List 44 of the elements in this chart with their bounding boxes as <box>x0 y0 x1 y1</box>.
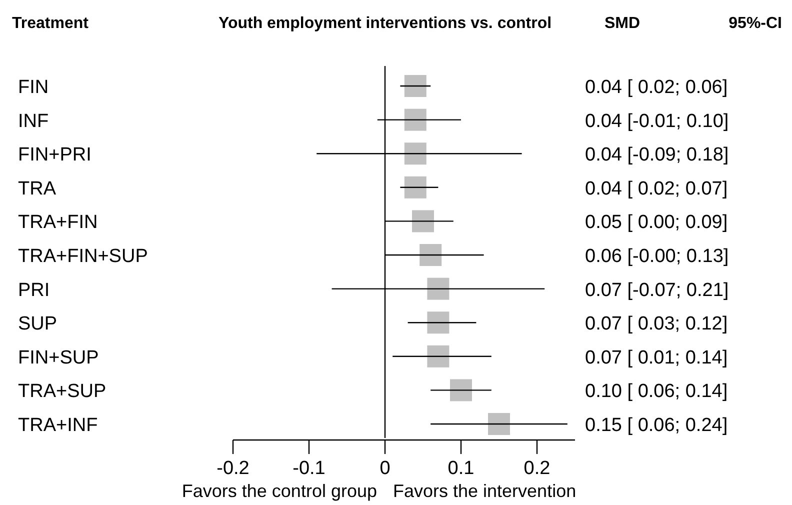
y-tick-label: TRA+FIN <box>18 212 98 234</box>
x-tick-label: 0.2 <box>524 458 550 479</box>
chart-title: Youth employment interventions vs. control <box>218 15 552 32</box>
x-tick-label: -0.2 <box>216 458 250 479</box>
point <box>404 108 426 131</box>
y-tick-label: TRA+FIN+SUP <box>18 246 148 267</box>
x-tick-label: -0.1 <box>292 458 326 479</box>
y-tick-label: FIN+SUP <box>18 347 99 368</box>
point <box>450 379 472 402</box>
y-tick-label: TRA+SUP <box>18 381 106 402</box>
y-tick-label: SUP <box>18 314 58 335</box>
x-tick-label: 0.1 <box>448 458 474 479</box>
data-label: 0.04 [ 0.02; 0.06] <box>585 77 728 98</box>
y-tick-label: TRA <box>18 178 56 200</box>
data-label: 0.04 [-0.09; 0.18] <box>585 144 729 166</box>
point <box>427 345 450 368</box>
data-label: 0.06 [-0.00; 0.13] <box>585 246 729 267</box>
data-label: 0.10 [ 0.06; 0.14] <box>585 381 728 402</box>
data-label: 0.07 [ 0.01; 0.14] <box>585 347 728 368</box>
text: SMD <box>604 15 640 32</box>
data-label: 0.07 [ 0.03; 0.12] <box>585 314 728 335</box>
data-label: 0.05 [ 0.00; 0.09] <box>585 212 728 234</box>
text: Favors the intervention <box>393 481 576 501</box>
text: Treatment <box>12 15 90 32</box>
data-label: 0.07 [-0.07; 0.21] <box>585 280 729 301</box>
point <box>427 312 450 334</box>
data-label: 0.04 [ 0.02; 0.07] <box>585 178 728 200</box>
y-tick-label: FIN+PRI <box>18 144 92 166</box>
data-label: 0.04 [-0.01; 0.10] <box>585 110 729 132</box>
point <box>488 413 510 435</box>
y-tick-label: INF <box>18 110 49 132</box>
y-tick-label: PRI <box>18 280 50 301</box>
data-label: 0.15 [ 0.06; 0.24] <box>585 415 728 436</box>
point <box>412 210 434 232</box>
y-tick-label: TRA+INF <box>18 415 98 436</box>
point <box>427 278 450 300</box>
y-tick-label: FIN <box>18 77 49 98</box>
point <box>404 176 426 198</box>
point <box>404 75 426 97</box>
x-tick-label: 0 <box>380 458 390 479</box>
point <box>404 142 426 165</box>
text: 95%-CI <box>728 15 782 32</box>
point <box>420 244 442 266</box>
text: Favors the control group <box>182 481 377 501</box>
